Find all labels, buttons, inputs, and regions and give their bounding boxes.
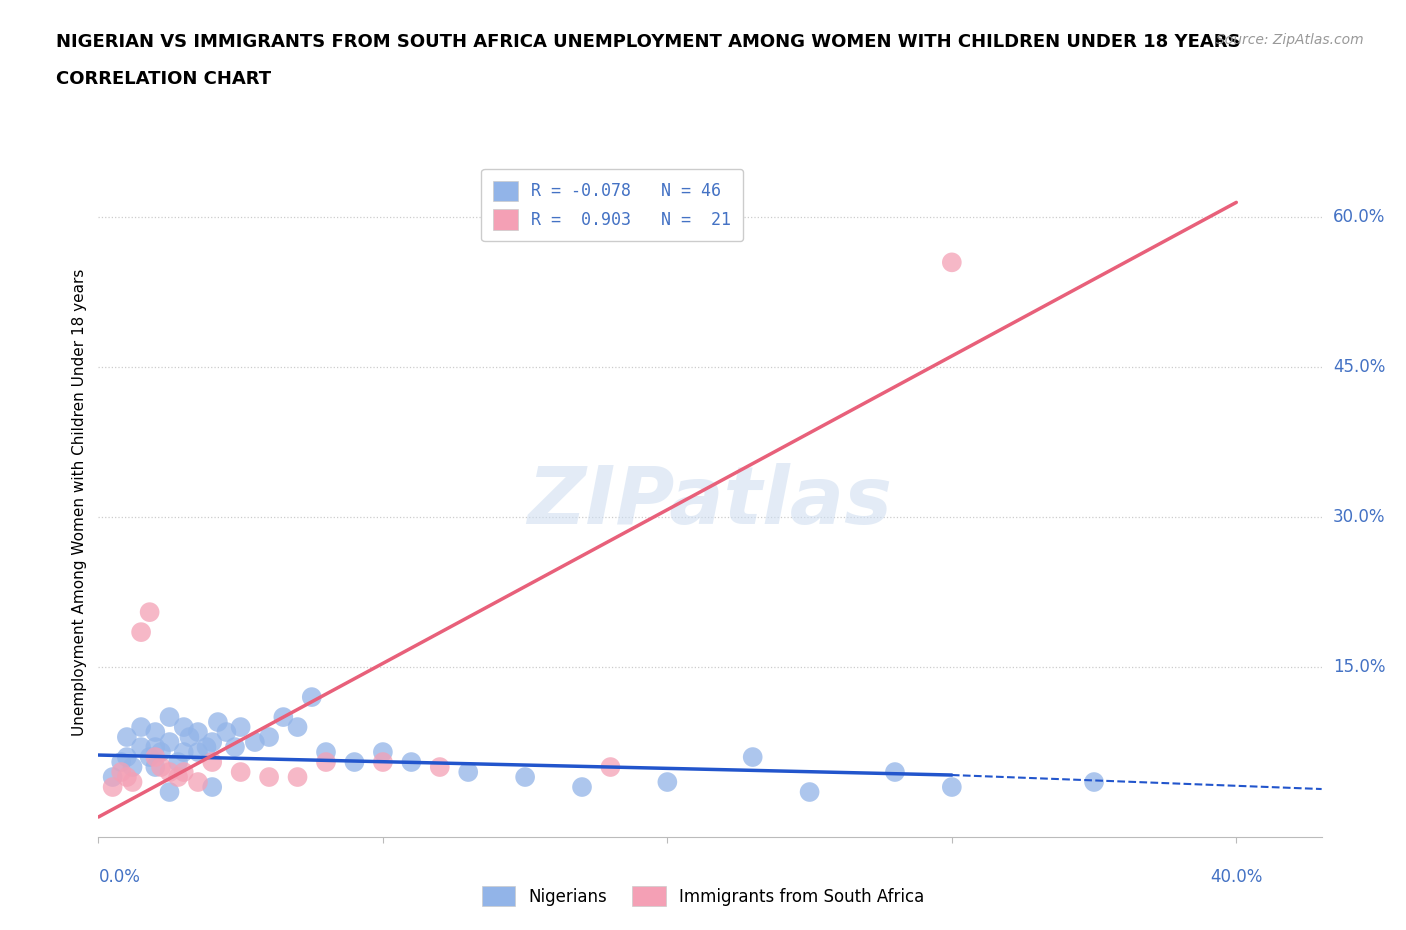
- Point: [229, 720, 252, 735]
- Point: [129, 720, 152, 735]
- Point: [513, 770, 536, 785]
- Point: [121, 760, 143, 775]
- Point: [243, 735, 266, 750]
- Point: [257, 730, 280, 745]
- Point: [101, 779, 124, 794]
- Point: [173, 720, 195, 735]
- Point: [143, 760, 166, 775]
- Point: [187, 775, 209, 790]
- Point: [138, 604, 160, 619]
- Point: [741, 750, 763, 764]
- Point: [287, 720, 309, 735]
- Point: [371, 745, 394, 760]
- Point: [201, 735, 224, 750]
- Point: [101, 770, 124, 785]
- Point: [173, 764, 195, 779]
- Legend: R = -0.078   N = 46, R =  0.903   N =  21: R = -0.078 N = 46, R = 0.903 N = 21: [481, 169, 742, 242]
- Point: [143, 724, 166, 739]
- Point: [115, 770, 138, 785]
- Point: [599, 760, 621, 775]
- Point: [273, 710, 295, 724]
- Point: [371, 754, 394, 769]
- Point: [159, 764, 181, 779]
- Text: Source: ZipAtlas.com: Source: ZipAtlas.com: [1216, 33, 1364, 46]
- Point: [110, 754, 132, 769]
- Point: [150, 745, 173, 760]
- Point: [1083, 775, 1105, 790]
- Text: 15.0%: 15.0%: [1333, 658, 1385, 676]
- Text: CORRELATION CHART: CORRELATION CHART: [56, 70, 271, 87]
- Point: [571, 779, 593, 794]
- Point: [401, 754, 423, 769]
- Point: [179, 730, 201, 745]
- Point: [167, 754, 190, 769]
- Text: 30.0%: 30.0%: [1333, 508, 1385, 526]
- Text: 45.0%: 45.0%: [1333, 358, 1385, 377]
- Point: [287, 770, 309, 785]
- Point: [215, 724, 238, 739]
- Point: [187, 724, 209, 739]
- Text: ZIPatlas: ZIPatlas: [527, 463, 893, 541]
- Point: [229, 764, 252, 779]
- Point: [257, 770, 280, 785]
- Point: [201, 754, 224, 769]
- Point: [173, 745, 195, 760]
- Point: [343, 754, 366, 769]
- Point: [115, 750, 138, 764]
- Point: [159, 735, 181, 750]
- Point: [195, 739, 218, 754]
- Point: [143, 739, 166, 754]
- Point: [941, 255, 963, 270]
- Legend: Nigerians, Immigrants from South Africa: Nigerians, Immigrants from South Africa: [475, 880, 931, 912]
- Text: NIGERIAN VS IMMIGRANTS FROM SOUTH AFRICA UNEMPLOYMENT AMONG WOMEN WITH CHILDREN : NIGERIAN VS IMMIGRANTS FROM SOUTH AFRICA…: [56, 33, 1240, 50]
- Point: [799, 785, 821, 800]
- Point: [150, 760, 173, 775]
- Point: [121, 775, 143, 790]
- Point: [884, 764, 907, 779]
- Point: [657, 775, 679, 790]
- Point: [457, 764, 479, 779]
- Point: [159, 710, 181, 724]
- Point: [167, 770, 190, 785]
- Text: 40.0%: 40.0%: [1211, 868, 1263, 885]
- Point: [315, 745, 337, 760]
- Y-axis label: Unemployment Among Women with Children Under 18 years: Unemployment Among Women with Children U…: [72, 269, 87, 736]
- Point: [315, 754, 337, 769]
- Point: [941, 779, 963, 794]
- Point: [187, 745, 209, 760]
- Point: [159, 785, 181, 800]
- Point: [129, 625, 152, 640]
- Point: [110, 764, 132, 779]
- Point: [143, 750, 166, 764]
- Point: [129, 739, 152, 754]
- Point: [201, 779, 224, 794]
- Point: [207, 714, 229, 729]
- Point: [301, 690, 323, 705]
- Text: 0.0%: 0.0%: [98, 868, 141, 885]
- Text: 60.0%: 60.0%: [1333, 208, 1385, 226]
- Point: [429, 760, 451, 775]
- Point: [138, 750, 160, 764]
- Point: [115, 730, 138, 745]
- Point: [224, 739, 246, 754]
